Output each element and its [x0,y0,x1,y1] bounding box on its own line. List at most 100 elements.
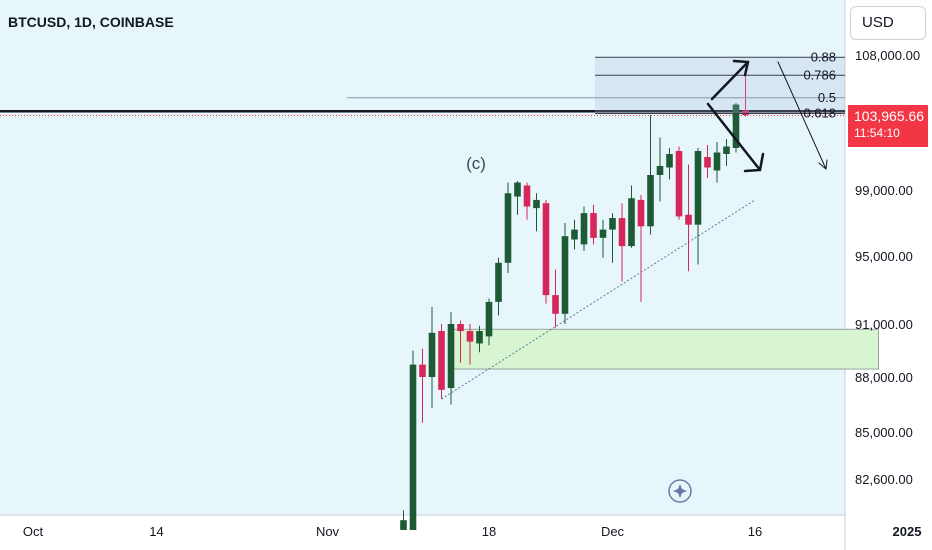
bar-countdown: 11:54:10 [854,126,900,140]
currency-button[interactable]: USD [850,6,926,40]
candle-body [704,157,711,168]
bullish-arrow[interactable] [710,59,750,101]
last-price-value: 103,965.66 [854,108,925,124]
wave-label: (c) [466,154,486,173]
candle[interactable] [428,307,436,409]
time-tick-label: Dec [601,524,625,539]
candle-body [675,151,683,217]
price-tick-label: 91,000.00 [855,317,913,332]
candle-body [552,295,559,314]
candle-body [504,193,512,263]
candle[interactable] [675,146,683,220]
candle[interactable] [485,298,493,346]
candle-body [428,332,436,377]
demand-zone[interactable] [450,328,879,370]
candle[interactable] [409,350,417,531]
price-axis-panel [845,0,932,550]
candle-body [647,175,654,227]
candle[interactable] [694,148,702,265]
price-tick-label: 85,000.00 [855,425,913,440]
candle[interactable] [656,137,664,202]
plot-area [0,0,845,515]
candle-body [618,218,626,247]
candle-body [628,198,635,247]
candle[interactable] [457,320,464,363]
candle[interactable] [590,204,597,245]
candle[interactable] [400,510,407,530]
candle[interactable] [713,142,721,183]
candle[interactable] [618,203,626,282]
price-tick-label: 108,000.00 [855,48,920,63]
candle-body [713,152,721,171]
candle[interactable] [438,324,445,399]
candle[interactable] [523,182,531,220]
candle[interactable] [599,219,607,258]
candle-body [419,364,426,377]
candle-body [599,229,607,238]
time-axis-panel [0,515,845,550]
candle[interactable] [466,324,474,365]
candle[interactable] [742,70,749,117]
candle-body [580,213,588,245]
candle-body [656,166,664,175]
projection-arrow[interactable] [777,61,828,170]
candle[interactable] [561,223,569,324]
candle-body [666,154,673,168]
last-price-tag: 103,965.66 11:54:10 [848,105,928,147]
candle[interactable] [571,219,578,250]
fib-level-label: 0.88 [811,49,836,64]
candle-body [609,218,616,230]
candle[interactable] [476,325,483,353]
candle[interactable] [704,145,711,178]
candle-body [561,236,569,314]
candle[interactable] [542,199,550,304]
price-tick-label: 88,000.00 [855,370,913,385]
bearish-arrow[interactable] [706,102,765,173]
trendline[interactable] [441,199,756,400]
time-tick-label: 14 [149,524,163,539]
time-tick-label: 2025 [893,524,922,539]
candle[interactable] [504,182,512,274]
candle[interactable] [552,269,559,328]
candle[interactable] [419,348,426,423]
candle[interactable] [647,115,654,235]
candle-body [466,331,474,342]
symbol-title[interactable]: BTCUSD, 1D, COINBASE [8,14,174,30]
candle-body [476,331,483,344]
price-tick-label: 95,000.00 [855,249,913,264]
time-tick-label: 18 [482,524,496,539]
candle-body [523,185,531,207]
candle-body [637,199,645,227]
fib-level-label: 0.5 [818,90,836,105]
candle[interactable] [580,206,588,252]
fib-box [595,57,845,114]
candle[interactable] [495,257,502,316]
candle-body [514,182,521,197]
candle-body [685,214,692,225]
candle-body [447,324,455,388]
time-tick-label: Oct [23,524,44,539]
candle-body [409,364,417,530]
candle[interactable] [447,312,455,405]
candle[interactable] [637,194,645,302]
candle[interactable] [666,148,673,180]
time-tick-label: 16 [748,524,762,539]
candle[interactable] [609,213,616,263]
candle[interactable] [628,185,635,248]
candle-body [694,151,702,225]
candle[interactable] [732,103,740,153]
candle-body [590,213,597,238]
candle-body [400,520,407,530]
candle-body [533,199,540,209]
candle-body [571,229,578,240]
candle[interactable] [723,139,730,166]
candle-body [723,146,730,154]
fib-level-label: 0.786 [803,67,836,82]
price-tick-label: 82,600.00 [855,472,913,487]
candle[interactable] [514,181,521,215]
candle[interactable] [533,193,540,232]
time-tick-label: Nov [316,524,340,539]
candle[interactable] [685,164,692,272]
compass-star-icon[interactable] [668,479,692,503]
